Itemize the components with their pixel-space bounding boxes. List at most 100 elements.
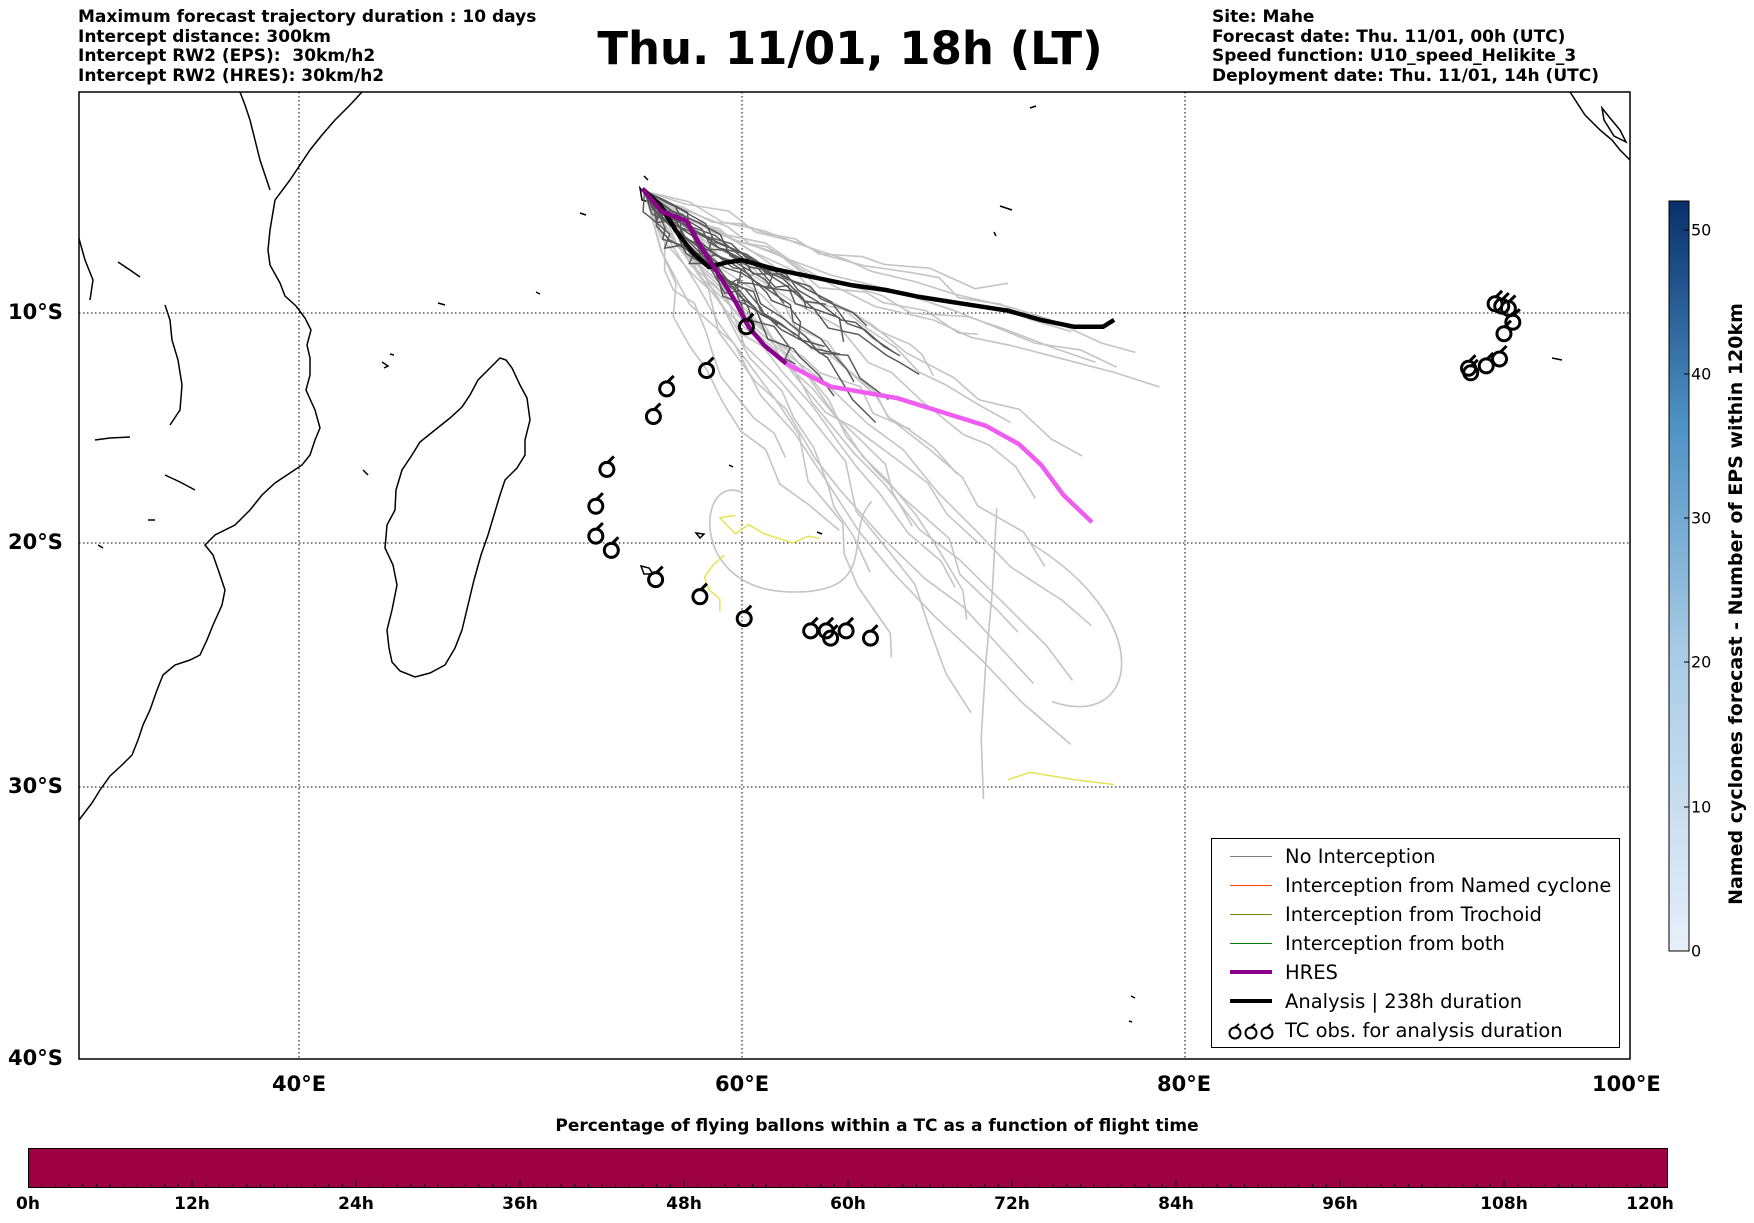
header-right-line: Deployment date: Thu. 11/01, 14h (UTC) (1212, 65, 1599, 86)
colorbar-tick-label: 12h (174, 1194, 210, 1214)
y-tick-label: 20°S (8, 530, 63, 554)
tc-observations (587, 289, 1522, 647)
tc-obs-symbol (737, 312, 755, 336)
tc-obs-symbol (644, 402, 662, 425)
legend-label: Interception from Named cyclone (1285, 874, 1612, 897)
legend-item: No Interception (1222, 843, 1612, 871)
legend-label: Interception from Trochoid (1285, 903, 1542, 926)
madagascar-coastline (384, 357, 531, 678)
colorbar-tick-label: 20 (1691, 652, 1712, 672)
tc-obs-symbol (698, 356, 716, 379)
eps-track (644, 190, 1009, 290)
tc-obs-symbol (658, 374, 676, 398)
tc-symbol-icon (1228, 1023, 1274, 1040)
legend-label: HRES (1285, 961, 1338, 984)
header-right-line: Site: Mahe (1212, 7, 1315, 27)
colorbar-tick-label: 40 (1691, 364, 1712, 384)
header-left-line: Intercept RW2 (HRES): 30km/h2 (78, 65, 385, 86)
legend-line-gray (1230, 856, 1272, 857)
colorbar-tick-label: 10 (1691, 797, 1712, 817)
trochoid-tracks (703, 514, 1115, 786)
header-left-line: Intercept distance: 300km (78, 26, 331, 47)
colorbar-tick-label: 120h (1626, 1194, 1674, 1214)
eps-track (643, 190, 840, 532)
lake-coast-2 (117, 261, 141, 278)
eps-track (1029, 542, 1123, 708)
legend-label: Analysis | 238h duration (1285, 990, 1523, 1013)
y-tick-label: 40°S (8, 1046, 63, 1070)
tc-obs-symbol (1504, 308, 1522, 331)
legend-line-green (1230, 943, 1272, 944)
eps-track (643, 190, 787, 458)
header-left: Maximum forecast trajectory duration : 1… (78, 7, 536, 86)
colorbar-tick-label: 36h (502, 1194, 538, 1214)
colorbar-tick-label: 72h (994, 1194, 1030, 1214)
colorbar-vertical-label: Named cyclones forecast - Number of EPS … (1725, 303, 1747, 905)
header-right: Site: Mahe Forecast date: Thu. 11/01, 00… (1212, 7, 1599, 86)
africa-coastline (79, 92, 363, 821)
legend-line-olive (1230, 914, 1272, 915)
legend-label: No Interception (1285, 845, 1436, 868)
colorbar-tick-label: 24h (338, 1194, 374, 1214)
colorbar-vertical (1668, 200, 1690, 952)
eps-track (643, 190, 1035, 685)
tc-obs-symbol (735, 604, 753, 628)
tc-obs-symbol (647, 565, 665, 589)
colorbar-horizontal-title: Percentage of flying ballons within a TC… (555, 1116, 1199, 1136)
trochoid-track (718, 514, 820, 544)
colorbar-tick-label: 0 (1691, 941, 1702, 961)
y-tick-label: 10°S (8, 300, 63, 324)
map-frame (78, 91, 1631, 1060)
legend-line-hres (1230, 970, 1272, 974)
y-tick-label: 30°S (8, 774, 63, 798)
tc-obs-symbol (837, 616, 855, 640)
mozambique-island (164, 304, 183, 426)
eps-track (643, 190, 871, 573)
map-legend: No Interception Interception from Named … (1211, 838, 1620, 1048)
legend-label: Interception from both (1285, 932, 1505, 955)
tc-obs-symbol (1491, 344, 1509, 368)
eps-track (643, 190, 796, 365)
eps-track (644, 190, 1117, 368)
colorbar-vertical-ticks (1684, 229, 1689, 952)
eps-track (644, 190, 1136, 354)
colorbar-tick-label: 50 (1691, 220, 1712, 240)
page-title: Thu. 11/01, 18h (LT) (597, 22, 1103, 75)
legend-item: Interception from both (1222, 930, 1612, 958)
lake-coast-3 (94, 436, 131, 441)
lake-coast-4 (164, 474, 196, 491)
x-tick-label: 40°E (272, 1072, 327, 1096)
legend-item: TC obs. for analysis duration (1222, 1017, 1612, 1045)
eps-track (709, 489, 873, 593)
eps-track (644, 190, 1036, 499)
tc-obs-symbol (691, 582, 709, 606)
colorbar-tick-label: 60h (830, 1194, 866, 1214)
legend-item: Interception from Named cyclone (1222, 872, 1612, 900)
tc-obs-symbol (861, 624, 879, 647)
red-sea-coast (239, 92, 271, 191)
header-right-line: Forecast date: Thu. 11/01, 00h (UTC) (1212, 26, 1566, 47)
legend-line-analysis (1230, 999, 1272, 1003)
eps-track (643, 190, 893, 658)
arabia-coast (1569, 92, 1630, 161)
tc-obs-symbol (1462, 358, 1480, 382)
eps-track (644, 190, 1072, 333)
header-right-line: Speed function: U10_speed_Helikite_3 (1212, 46, 1577, 66)
colorbar-tick-label: 0h (16, 1194, 40, 1214)
analysis-track (640, 187, 1116, 330)
legend-item: Interception from Trochoid (1222, 901, 1612, 929)
eps-track (644, 190, 920, 375)
coastlines (79, 92, 1630, 821)
eps-track (643, 190, 968, 620)
eps-track (980, 508, 998, 800)
colorbar-tick-label: 48h (666, 1194, 702, 1214)
lake-coast (79, 235, 94, 301)
hres-track-dark (640, 187, 788, 366)
header-left-line: Intercept RW2 (EPS): 30km/h2 (78, 46, 376, 66)
tc-obs-symbol (822, 624, 840, 647)
colorbar-horizontal-ticks (28, 1180, 1668, 1188)
legend-line-orange (1230, 885, 1272, 886)
x-tick-label: 60°E (715, 1072, 770, 1096)
eps-track (644, 190, 868, 327)
